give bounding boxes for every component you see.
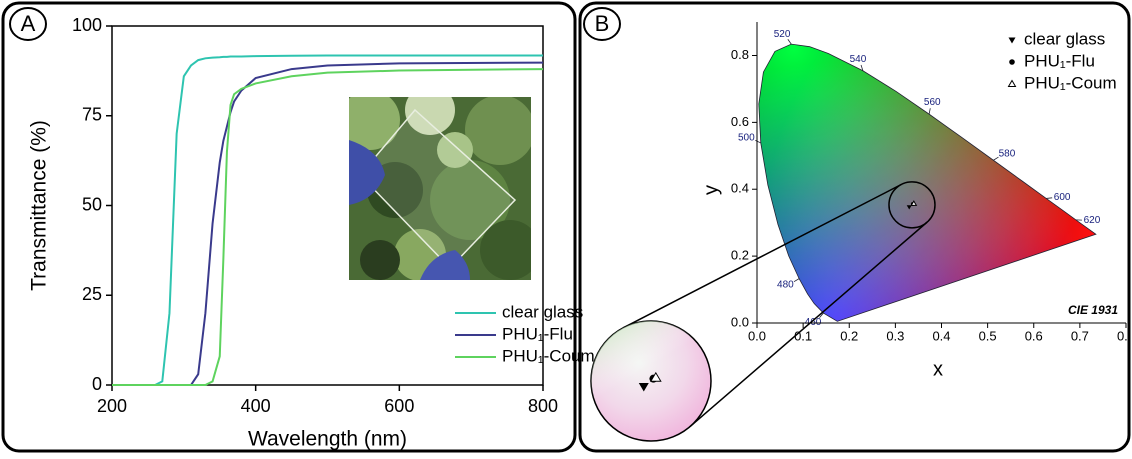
marker [1009, 38, 1016, 44]
x-tick-label: 0.0 [748, 328, 766, 343]
panel-label: B [595, 11, 610, 36]
y-tick-label: 0.4 [731, 181, 749, 196]
wavelength-label: 600 [1054, 192, 1071, 203]
wavelength-tick [929, 108, 930, 114]
marker [1009, 81, 1016, 87]
page: {"chart_data": [ {"type": "line", "panel… [0, 0, 1132, 454]
wavelength-tick [788, 39, 791, 44]
wavelength-label: 580 [999, 149, 1016, 160]
legend-label: clear glass [1024, 29, 1105, 48]
legend-label: PHU₁-Flu [1024, 51, 1095, 70]
y-tick-label: 50 [82, 194, 102, 214]
figure: 4604805005205405605806006200.00.10.20.30… [0, 0, 1132, 454]
x-tick-label: 0.5 [979, 328, 997, 343]
wavelength-tick [755, 140, 760, 143]
y-tick-label: 25 [82, 284, 102, 304]
marker [1009, 59, 1015, 65]
inset-photo [340, 85, 540, 281]
y-tick-label: 0.0 [731, 314, 749, 329]
legend-label: PHU₁-Coum [502, 346, 595, 365]
x-tick-label: 0.4 [932, 328, 950, 343]
y-tick-label: 100 [72, 15, 102, 35]
wavelength-tick [794, 279, 799, 282]
y-tick-label: 75 [82, 105, 102, 125]
y-axis-label: y [700, 185, 722, 195]
y-tick-label: 0.8 [731, 47, 749, 62]
wavelength-label: 540 [850, 54, 867, 65]
x-tick-label: 0.1 [794, 328, 812, 343]
wavelength-label: 560 [924, 97, 941, 108]
x-tick-label: 0.2 [840, 328, 858, 343]
y-tick-label: 0.6 [731, 114, 749, 129]
legend-label: PHU₁-Flu [502, 324, 573, 343]
x-tick-label: 600 [384, 396, 414, 416]
wavelength-tick [1046, 198, 1052, 199]
wavelength-label: 620 [1084, 215, 1101, 226]
y-axis-label: Transmittance (%) [28, 120, 51, 291]
x-tick-label: 0.6 [1025, 328, 1043, 343]
x-tick-label: 200 [97, 396, 127, 416]
wavelength-label: 500 [738, 132, 755, 143]
x-axis-label: x [933, 358, 943, 380]
x-tick-label: 0.7 [1071, 328, 1089, 343]
wavelength-label: 480 [777, 279, 794, 290]
y-tick-label: 0 [92, 374, 102, 394]
wavelength-label: 520 [774, 29, 791, 40]
x-axis-label: Wavelength (nm) [248, 428, 407, 451]
panel-label: A [21, 11, 36, 36]
annotation: CIE 1931 [1068, 303, 1118, 317]
legend-label: clear glass [502, 302, 583, 321]
legend-label: PHU₁-Coum [1024, 73, 1117, 92]
x-tick-label: 0.3 [886, 328, 904, 343]
x-tick-label: 800 [528, 396, 558, 416]
x-tick-label: 400 [241, 396, 271, 416]
y-tick-label: 0.2 [731, 248, 749, 263]
